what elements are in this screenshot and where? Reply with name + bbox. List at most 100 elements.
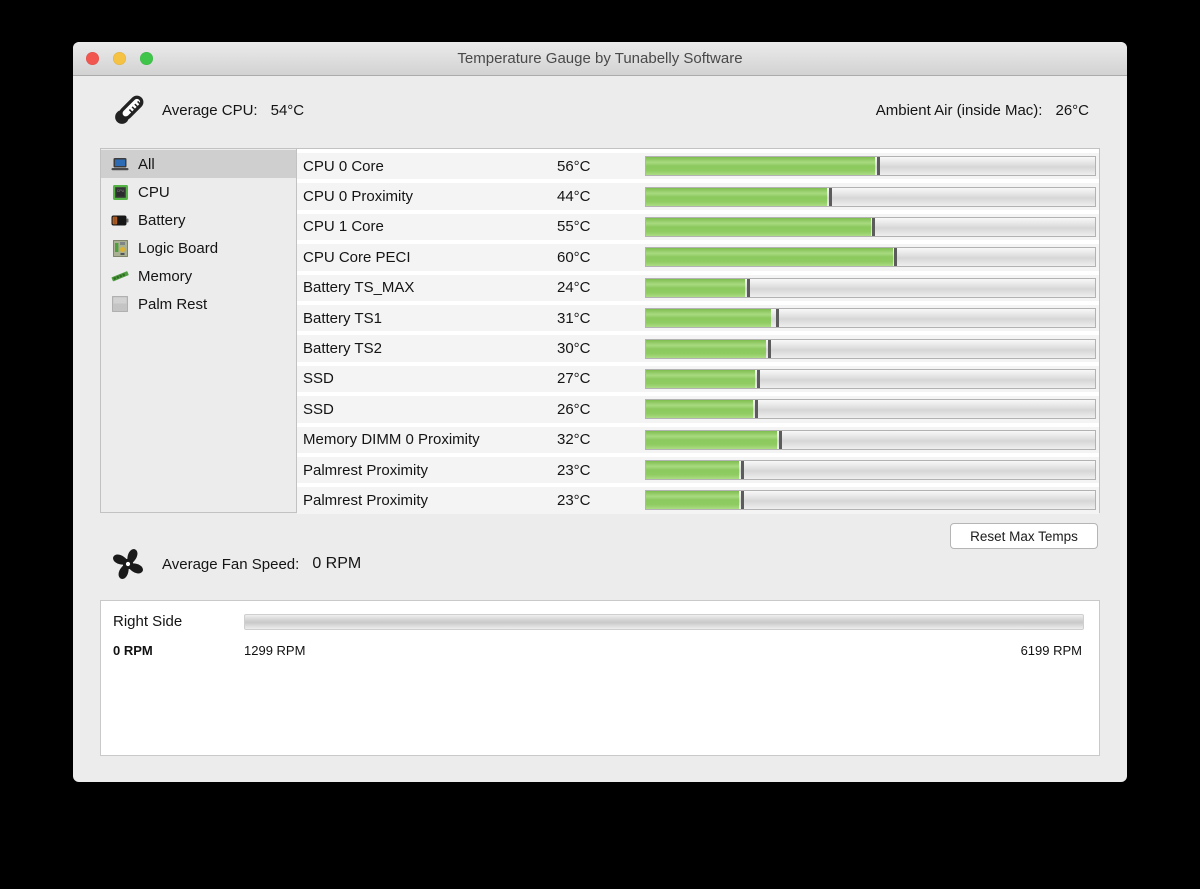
bar-track (645, 277, 1096, 298)
sensor-box: All CPU CPU Battery Logic Board Memory Palm Re… (100, 148, 1100, 514)
sensor-row[interactable]: Palmrest Proximity 23°C (297, 456, 1099, 484)
fan-current-rpm: 0 RPM (113, 643, 153, 658)
bar-track (645, 338, 1096, 359)
bar-track (645, 186, 1096, 207)
sensor-name: CPU 0 Core (303, 157, 384, 175)
bar-max-marker (876, 157, 880, 176)
bar-track (645, 247, 1096, 268)
sensor-bar (645, 368, 1096, 389)
close-button[interactable] (86, 52, 99, 65)
avg-cpu-label: Average CPU: (162, 101, 258, 119)
battery-icon (111, 212, 129, 229)
sensor-temp: 56°C (557, 157, 591, 175)
sensor-name: Battery TS_MAX (303, 279, 415, 297)
sidebar-item-label: Logic Board (138, 239, 219, 257)
sensor-row[interactable]: CPU 0 Core 56°C (297, 153, 1099, 180)
sensor-name: Palmrest Proximity (303, 461, 429, 479)
bar-max-marker (741, 461, 745, 480)
sensor-temp: 26°C (557, 400, 591, 418)
fan-max-rpm: 6199 RPM (1020, 643, 1082, 658)
bar-track (645, 399, 1096, 420)
sensor-name: SSD (303, 400, 334, 418)
sensor-row[interactable]: CPU Core PECI 60°C (297, 244, 1099, 271)
sensor-row[interactable]: Battery TS1 31°C (297, 304, 1099, 332)
sensor-temp: 32°C (557, 431, 591, 449)
sensor-name: Battery TS1 (303, 309, 382, 327)
memory-icon (111, 268, 129, 285)
bar-fill (646, 187, 827, 206)
bar-track (645, 216, 1096, 237)
fan-speed-track (244, 614, 1084, 630)
sensor-row[interactable]: SSD 27°C (297, 365, 1099, 393)
sidebar-item-label: Memory (138, 267, 193, 285)
cpu-header-row: Average CPU: 54°C Ambient Air (inside Ma… (108, 88, 1089, 132)
avg-fan-value: 0 RPM (312, 555, 362, 572)
sensor-temp: 30°C (557, 340, 591, 358)
sidebar-item-battery[interactable]: Battery (101, 206, 296, 234)
sensor-row[interactable]: CPU 0 Proximity 44°C (297, 183, 1099, 210)
sensor-name: CPU 0 Proximity (303, 188, 414, 206)
sidebar-item-palm-rest[interactable]: Palm Rest (101, 290, 296, 318)
bar-max-marker (872, 217, 876, 236)
bar-max-marker (746, 278, 750, 297)
zoom-button[interactable] (140, 52, 153, 65)
sidebar-item-all[interactable]: All (101, 150, 296, 178)
bar-fill (646, 461, 740, 480)
sensor-bar (645, 338, 1096, 359)
cpu-icon: CPU (111, 184, 129, 201)
sidebar-item-memory[interactable]: Memory (101, 262, 296, 290)
sensor-row[interactable]: Battery TS2 30°C (297, 335, 1099, 362)
sidebar-item-cpu[interactable]: CPU CPU (101, 178, 296, 206)
sensor-temp: 23°C (557, 461, 591, 479)
sidebar-item-label: Battery (138, 211, 186, 229)
bar-max-marker (768, 339, 772, 358)
bar-track (645, 368, 1096, 389)
sensor-name: Battery TS2 (303, 340, 382, 358)
sensor-row[interactable]: Battery TS_MAX 24°C (297, 274, 1099, 301)
title-bar[interactable]: Temperature Gauge by Tunabelly Software (73, 42, 1127, 76)
minimize-button[interactable] (113, 52, 126, 65)
sensor-row[interactable]: CPU 1 Core 55°C (297, 213, 1099, 241)
bar-fill (646, 278, 746, 297)
sensor-bar (645, 308, 1096, 329)
sensor-name: CPU Core PECI (303, 248, 411, 266)
svg-text:CPU: CPU (116, 189, 124, 193)
sensor-name: Memory DIMM 0 Proximity (303, 431, 480, 449)
bar-max-marker (755, 400, 758, 419)
sidebar: All CPU CPU Battery Logic Board Memory Palm Re… (101, 149, 297, 512)
traffic-lights (86, 42, 153, 75)
ambient-air-label: Ambient Air (inside Mac): (875, 101, 1043, 119)
bar-max-marker (776, 309, 780, 328)
reset-max-temps-button[interactable]: Reset Max Temps (950, 523, 1098, 549)
bar-fill (646, 309, 772, 328)
sidebar-item-label: CPU (138, 183, 170, 201)
bar-max-marker (894, 248, 898, 267)
sidebar-item-label: Palm Rest (138, 295, 208, 313)
sensor-row[interactable]: Palmrest Proximity 23°C (297, 487, 1099, 514)
sensor-name: CPU 1 Core (303, 218, 384, 236)
sensor-bar (645, 399, 1096, 420)
logicboard-icon (111, 239, 129, 257)
bar-track (645, 460, 1096, 481)
sensor-name: Palmrest Proximity (303, 491, 429, 509)
sensor-temp: 27°C (557, 370, 591, 388)
thermometer-icon (108, 89, 150, 131)
fan-icon (108, 544, 148, 584)
bar-fill (646, 430, 778, 449)
sensor-bar (645, 216, 1096, 237)
sensor-row[interactable]: Memory DIMM 0 Proximity 32°C (297, 426, 1099, 453)
app-window: Temperature Gauge by Tunabelly Software … (73, 42, 1127, 782)
ambient-air-value: 26°C (1055, 101, 1089, 119)
bar-max-marker (757, 369, 761, 388)
fan-name: Right Side (113, 613, 183, 630)
sensor-bar (645, 156, 1096, 177)
sensor-bar (645, 490, 1096, 511)
sidebar-item-logic-board[interactable]: Logic Board (101, 234, 296, 262)
window-title: Temperature Gauge by Tunabelly Software (457, 50, 743, 67)
sidebar-item-label: All (138, 155, 155, 173)
bar-fill (646, 217, 871, 236)
bar-max-marker (779, 430, 783, 449)
bar-fill (646, 157, 875, 176)
sensor-row[interactable]: SSD 26°C (297, 396, 1099, 423)
sensor-temp: 24°C (557, 279, 591, 297)
